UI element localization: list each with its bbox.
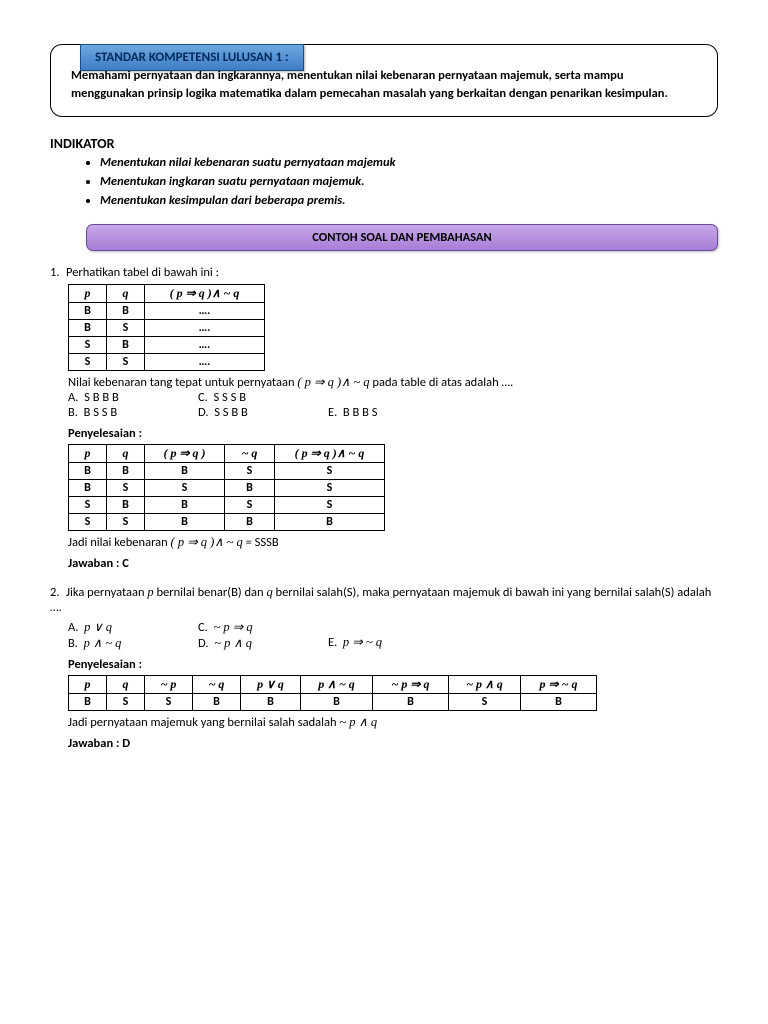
list-item: Menentukan kesimpulan dari beberapa prem… <box>100 192 718 211</box>
q1-prompt: Nilai kebenaran tang tepat untuk pernyat… <box>68 374 718 390</box>
q1-table-1: pq( p ⇒ q )∧ ~ qBB….BS….SB….SS…. <box>68 284 265 371</box>
solution-heading: Penyelesaian : <box>68 426 718 441</box>
question-text: Perhatikan tabel di bawah ini : <box>66 265 219 280</box>
skl-title-box: STANDAR KOMPETENSI LULUSAN 1 : <box>80 44 304 71</box>
indikator-heading: INDIKATOR <box>50 135 718 152</box>
q1-answer: Jawaban : C <box>68 556 718 571</box>
section-banner: CONTOH SOAL DAN PEMBAHASAN <box>86 224 718 251</box>
q2-options: A. p ∨ qB. p ∧ ~ q C. ~ p ⇒ qD. ~ p ∧ q … <box>68 619 718 651</box>
q2-conclusion: Jadi pernyataan majemuk yang bernilai sa… <box>68 714 718 730</box>
q1-table-2: pq( p ⇒ q )~ q( p ⇒ q )∧ ~ qBBBSSBSSBSSB… <box>68 444 385 531</box>
list-item: Menentukan ingkaran suatu pernyataan maj… <box>100 173 718 192</box>
question-1: 1.Perhatikan tabel di bawah ini : pq( p … <box>50 265 718 571</box>
question-number: 1. <box>50 265 66 280</box>
question-2: 2.Jika pernyataan p bernilai benar(B) da… <box>50 585 718 751</box>
q2-table: pq~ p~ qp ∨ qp ∧ ~ q~ p ⇒ q~ p ∧ qp ⇒ ~ … <box>68 675 597 711</box>
q1-options: A. S B B BB. B S S B C. S S S BD. S S B … <box>68 390 718 420</box>
q1-conclusion: Jadi nilai kebenaran ( p ⇒ q )∧ ~ q = SS… <box>68 534 718 550</box>
question-number: 2. <box>50 585 66 600</box>
solution-heading: Penyelesaian : <box>68 657 718 672</box>
list-item: Menentukan nilai kebenaran suatu pernyat… <box>100 154 718 173</box>
indikator-list: Menentukan nilai kebenaran suatu pernyat… <box>100 154 718 210</box>
q2-answer: Jawaban : D <box>68 736 718 751</box>
header-section: STANDAR KOMPETENSI LULUSAN 1 : Memahami … <box>50 44 718 117</box>
